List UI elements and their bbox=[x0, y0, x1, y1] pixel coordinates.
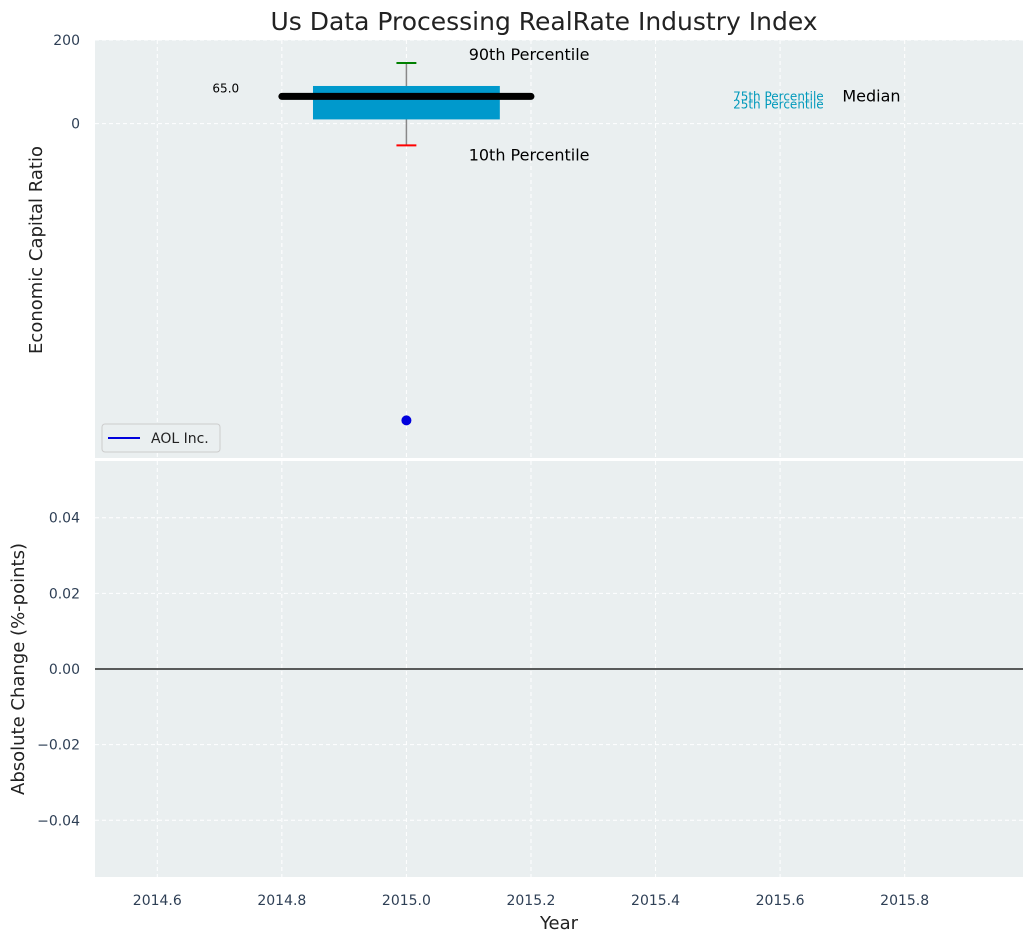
bottom-y-axis-label: Absolute Change (%-points) bbox=[8, 543, 29, 795]
x-tick-label: 2015.4 bbox=[631, 893, 680, 909]
top-y-tick-labels: 0 200 bbox=[53, 33, 80, 133]
legend: AOL Inc. bbox=[101, 423, 221, 453]
p75-annotation: 75th Percentile bbox=[733, 89, 824, 103]
bottom-y-tick-label: −0.04 bbox=[37, 813, 80, 829]
median-value-label: 65.0 bbox=[212, 81, 239, 95]
top-y-axis-label: Economic Capital Ratio bbox=[26, 146, 47, 354]
x-tick-label: 2015.2 bbox=[506, 893, 555, 909]
legend-label-aol: AOL Inc. bbox=[151, 431, 209, 447]
bottom-y-tick-label: −0.02 bbox=[37, 738, 80, 754]
boxplot bbox=[278, 61, 535, 147]
x-tick-label: 2015.8 bbox=[880, 893, 929, 909]
p90-annotation: 90th Percentile bbox=[469, 45, 590, 64]
x-tick-label: 2014.6 bbox=[133, 893, 182, 909]
top-plot-area bbox=[95, 40, 1023, 458]
bottom-y-tick-label: 0.00 bbox=[49, 662, 80, 678]
top-y-tick-label: 0 bbox=[71, 117, 80, 133]
series-point-aol bbox=[401, 415, 412, 426]
x-tick-label: 2015.6 bbox=[756, 893, 805, 909]
x-axis-label: Year bbox=[539, 913, 579, 934]
bottom-y-tick-label: 0.02 bbox=[49, 586, 80, 602]
top-y-tick-label: 200 bbox=[53, 33, 80, 49]
top-y-gridlines bbox=[95, 39, 1023, 125]
bottom-y-tick-label: 0.04 bbox=[49, 511, 80, 527]
iqr-box bbox=[312, 85, 500, 120]
x-tick-label: 2015.0 bbox=[382, 893, 431, 909]
median-annotation: Median bbox=[842, 86, 900, 105]
bottom-y-tick-labels: 0.04 0.02 0.00 −0.02 −0.04 bbox=[37, 511, 80, 830]
p25-annotation: 25th Percentile bbox=[733, 97, 824, 111]
chart-title: Us Data Processing RealRate Industry Ind… bbox=[270, 7, 817, 36]
x-tick-labels: 2014.6 2014.8 2015.0 2015.2 2015.4 2015.6 2015… bbox=[133, 893, 929, 909]
p10-annotation: 10th Percentile bbox=[469, 145, 590, 164]
x-gridlines bbox=[156, 40, 906, 877]
x-tick-label: 2014.8 bbox=[257, 893, 306, 909]
